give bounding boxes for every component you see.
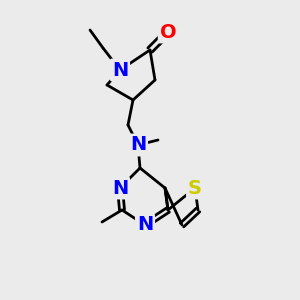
- Text: S: S: [188, 178, 202, 197]
- Text: N: N: [112, 61, 128, 80]
- Text: O: O: [160, 22, 176, 41]
- Text: N: N: [137, 215, 153, 235]
- Text: N: N: [130, 136, 146, 154]
- Text: N: N: [112, 178, 128, 197]
